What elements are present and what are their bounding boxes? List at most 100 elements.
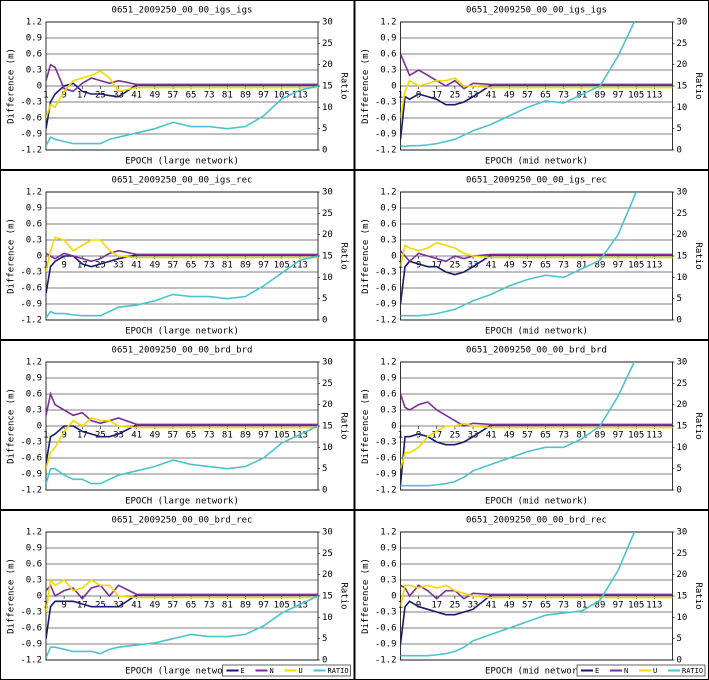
y-tick-label: -0.6	[375, 114, 397, 124]
y2-tick-label: 20	[322, 230, 333, 240]
y2-tick-label: 25	[322, 379, 333, 389]
x-tick-label: 105	[274, 261, 290, 271]
x-tick-label: 57	[168, 431, 179, 441]
x-tick-label: 33	[468, 261, 479, 271]
x-tick-label: 89	[595, 431, 606, 441]
y-tick-label: 0.3	[26, 236, 42, 246]
x-tick-label: 17	[431, 91, 442, 101]
x-tick-label: 89	[240, 601, 251, 611]
y-tick-label: 0.6	[26, 220, 42, 230]
x-tick-label: 41	[486, 91, 497, 101]
series-line	[400, 393, 673, 427]
x-axis-label: EPOCH (mid network)	[485, 497, 588, 507]
y2-tick-label: 10	[322, 613, 333, 623]
y-tick-label: 0.3	[26, 576, 42, 586]
chart-title: 0651_2009250_00_00_igs_rec	[466, 176, 607, 186]
x-tick-label: 113	[646, 431, 662, 441]
series-line	[46, 425, 318, 485]
x-tick-label: 73	[558, 91, 569, 101]
y2-tick-label: 20	[322, 570, 333, 580]
y-tick-label: -0.6	[375, 454, 397, 464]
x-tick-label: 89	[595, 601, 606, 611]
y-tick-label: 0.9	[380, 204, 396, 214]
x-tick-label: 25	[449, 431, 460, 441]
x-tick-label: 49	[149, 261, 160, 271]
x-tick-label: 113	[646, 261, 662, 271]
series-line	[400, 241, 673, 267]
x-tick-label: 89	[240, 261, 251, 271]
x-tick-label: 81	[222, 601, 233, 611]
y2-axis-label: Ratio	[339, 72, 349, 99]
y-tick-label: -0.3	[375, 98, 397, 108]
y-tick-label: -0.3	[375, 608, 397, 618]
y-tick-label: 0	[37, 422, 42, 432]
x-tick-label: 113	[646, 601, 662, 611]
y-tick-label: 0	[391, 82, 396, 92]
series-line	[400, 77, 673, 119]
y-tick-label: -0.9	[20, 640, 42, 650]
plot-frame	[400, 361, 673, 491]
x-tick-label: 105	[628, 431, 644, 441]
x-tick-label: 25	[449, 261, 460, 271]
x-tick-label: 25	[95, 601, 106, 611]
y-tick-label: 0.6	[26, 560, 42, 570]
x-tick-label: 81	[576, 601, 587, 611]
y-tick-label: 1.2	[26, 358, 42, 368]
y-tick-label: 0	[37, 252, 42, 262]
y-axis-label: Difference (m)	[7, 558, 17, 634]
x-tick-label: 113	[292, 261, 308, 271]
x-tick-label: 9	[416, 91, 421, 101]
y-tick-label: 0	[391, 252, 396, 262]
y2-tick-label: 5	[677, 634, 682, 644]
y2-tick-label: 20	[677, 230, 688, 240]
y2-tick-label: 30	[677, 358, 688, 368]
x-tick-label: 81	[222, 91, 233, 101]
series-line	[46, 583, 318, 600]
y2-axis-label: Ratio	[693, 242, 703, 269]
y2-tick-label: 20	[677, 570, 688, 580]
y-axis-label: Difference (m)	[361, 388, 371, 464]
y-tick-label: -0.9	[20, 470, 42, 480]
y-tick-label: -1.2	[20, 146, 42, 156]
y2-tick-label: 0	[322, 146, 327, 156]
y-tick-label: -1.2	[375, 486, 397, 496]
y2-tick-label: 5	[677, 464, 682, 474]
y2-tick-label: 15	[322, 422, 333, 432]
x-tick-label: 81	[222, 261, 233, 271]
y2-tick-label: 5	[677, 294, 682, 304]
y-tick-label: -0.9	[20, 300, 42, 310]
y-tick-label: 0	[391, 422, 396, 432]
y-tick-label: 0.9	[380, 374, 396, 384]
series-line	[400, 532, 636, 657]
x-tick-label: 65	[186, 91, 197, 101]
series-line	[46, 595, 318, 659]
x-tick-label: 41	[131, 91, 142, 101]
x-tick-label: 57	[168, 91, 179, 101]
y-tick-label: -1.2	[20, 316, 42, 326]
series-line	[400, 22, 636, 148]
y2-tick-label: 25	[322, 549, 333, 559]
x-axis-label: EPOCH (mid network)	[485, 667, 588, 677]
y-tick-label: -0.3	[20, 268, 42, 278]
x-tick-label: 57	[522, 431, 533, 441]
y2-tick-label: 20	[322, 400, 333, 410]
x-tick-label: 25	[95, 91, 106, 101]
x-tick-label: 9	[61, 91, 66, 101]
y-tick-label: -0.9	[20, 130, 42, 140]
y-tick-label: -0.9	[375, 640, 397, 650]
x-tick-label: 25	[449, 601, 460, 611]
x-tick-label: 9	[416, 431, 421, 441]
y-tick-label: -0.9	[375, 470, 397, 480]
y2-tick-label: 0	[677, 486, 682, 496]
x-tick-label: 41	[131, 601, 142, 611]
y-tick-label: -0.6	[20, 114, 42, 124]
y-tick-label: 1.2	[380, 18, 396, 28]
x-tick-label: 105	[628, 261, 644, 271]
x-tick-label: 113	[292, 431, 308, 441]
y-tick-label: 1.2	[380, 188, 396, 198]
y-tick-label: -0.6	[375, 284, 397, 294]
y2-tick-label: 15	[677, 82, 688, 92]
x-axis-label: EPOCH (large network)	[125, 667, 239, 677]
y2-tick-label: 15	[322, 592, 333, 602]
y-tick-label: -0.6	[375, 624, 397, 634]
